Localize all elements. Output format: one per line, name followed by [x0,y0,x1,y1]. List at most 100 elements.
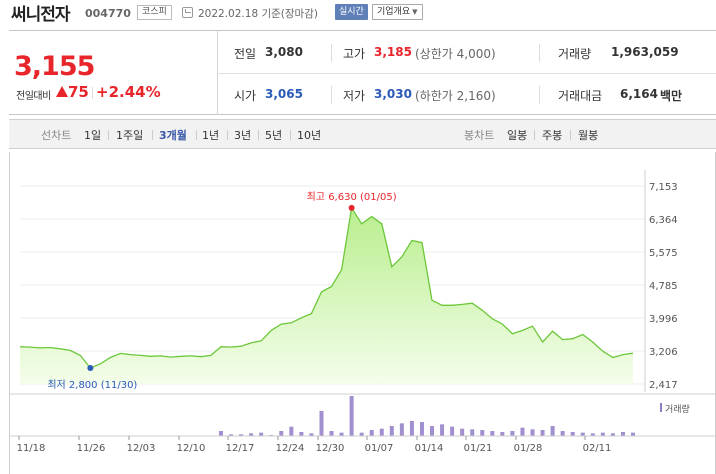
y-tick-label: 5,575 [649,248,678,259]
volume-bar [570,432,575,436]
period-3m[interactable]: 3개월 [159,129,187,142]
stock-header: 써니전자 004770 코스피 2022.02.18 기준(장마감) 실시간 기… [0,0,716,28]
low-point [87,364,94,371]
candle-chart-label: 봉차트 [464,129,495,142]
period-3y[interactable]: 3년 [234,129,252,142]
stat-extra-million: 백만 [660,89,683,103]
period-5y[interactable]: 5년 [265,129,283,142]
x-tick-label: 01/21 [464,443,493,454]
stat-value-high: 3,185 [374,45,412,59]
period-1d[interactable]: 1일 [84,129,102,142]
diff-percent: +2.44% [96,83,161,101]
candle-weekly[interactable]: 주봉 [542,129,563,142]
volume-bar [239,434,244,436]
volume-bar [279,431,284,436]
price-line [19,206,634,369]
x-tick-label: 12/17 [226,443,255,454]
volume-bar [419,422,424,436]
volume-bar [399,423,404,436]
x-tick-label: 12/03 [127,443,156,454]
current-price-box: 3,155 전일대비 75 +2.44% [9,31,218,115]
stat-row-1: 전일 3,080 고가 3,185 (상한가 4,000) 거래량 1,963,… [234,44,714,65]
high-label: 최고 6,630 (01/05) [307,191,397,203]
candle-monthly[interactable]: 월봉 [578,129,599,142]
y-tick-label: 6,364 [649,215,678,226]
candle-daily[interactable]: 일봉 [507,129,528,142]
x-tick-label: 01/14 [415,443,444,454]
diff-value: 75 [68,83,89,101]
volume-bar [610,433,615,436]
price-chart: 7,153 6,364 5,575 4,785 3,996 3,206 2,417 최고 6,… [9,170,716,454]
volume-bar [379,428,384,436]
divider [290,130,291,140]
y-tick-label: 3,206 [649,347,678,358]
current-price: 3,155 [14,51,95,82]
stat-row-2: 시가 3,065 저가 3,030 (하한가 2,160) 거래대금 6,164… [234,86,714,107]
divider [152,130,153,140]
volume-bar [520,427,525,436]
realtime-button[interactable]: 실시간 [335,4,368,20]
divider [539,44,540,62]
divider [539,86,540,104]
stat-value-volume: 1,963,059 [611,45,679,59]
up-arrow-icon [56,86,68,97]
volume-legend-label: 거래량 [665,403,690,415]
stat-value-prev: 3,080 [265,45,303,59]
volume-bar [540,430,545,436]
y-tick-label: 7,153 [649,182,678,193]
stat-label-low: 저가 [343,89,366,103]
period-selector: 선차트 1일 1주일 3개월 1년 3년 5년 10년 봉차트 일봉 주봉 월봉 [9,119,716,149]
stat-value-low: 3,030 [374,87,412,101]
clock-icon [182,7,193,18]
market-badge: 코스피 [137,5,172,20]
x-tick-label: 01/28 [514,443,543,454]
y-tick-label: 2,417 [649,380,678,391]
base-date: 2022.02.18 기준(장마감) [198,8,318,20]
company-info-label: 기업개요 [377,7,411,17]
company-info-button[interactable]: 기업개요 ▼ [372,4,423,20]
stat-label-open: 시가 [234,89,257,103]
y-tick-label: 3,996 [649,314,678,325]
divider [218,73,716,74]
x-tick-label: 11/26 [77,443,106,454]
x-tick-label: 11/18 [17,443,46,454]
volume-bar [450,426,455,436]
volume-bar [530,429,535,436]
x-tick-label: 02/11 [583,443,612,454]
volume-bar [620,432,625,436]
stat-extra-upper-limit: (상한가 4,000) [415,47,496,61]
volume-bar [580,432,585,436]
volume-bar [329,431,334,436]
volume-bar [460,428,465,436]
divider [108,130,109,140]
volume-bar [470,429,475,436]
divider [534,130,535,140]
volume-bar [590,433,595,436]
volume-bar [430,426,435,436]
volume-bar [339,432,344,436]
volume-bar [560,431,565,436]
stat-label-high: 고가 [343,47,366,61]
stat-value-open: 3,065 [265,87,303,101]
divider [196,130,197,140]
divider [570,130,571,140]
period-1w[interactable]: 1주일 [116,129,144,142]
stat-label-volume: 거래량 [558,47,592,61]
x-tick-label: 12/24 [276,443,305,454]
volume-bar [631,432,635,436]
volume-bar [369,430,374,436]
volume-bar [389,426,394,436]
x-tick-label: 12/30 [316,443,345,454]
period-10y[interactable]: 10년 [297,129,322,142]
line-chart-label: 선차트 [41,129,72,142]
volume-bar [480,430,485,436]
period-1y[interactable]: 1년 [202,129,220,142]
volume-bar [510,431,515,436]
stat-label-amount: 거래대금 [558,89,603,103]
high-point [348,204,355,211]
volume-bar [218,431,223,436]
volume-bar [409,421,414,436]
stat-extra-lower-limit: (하한가 2,160) [415,89,496,103]
volume-bar [600,432,605,436]
y-tick-label: 4,785 [649,281,678,292]
